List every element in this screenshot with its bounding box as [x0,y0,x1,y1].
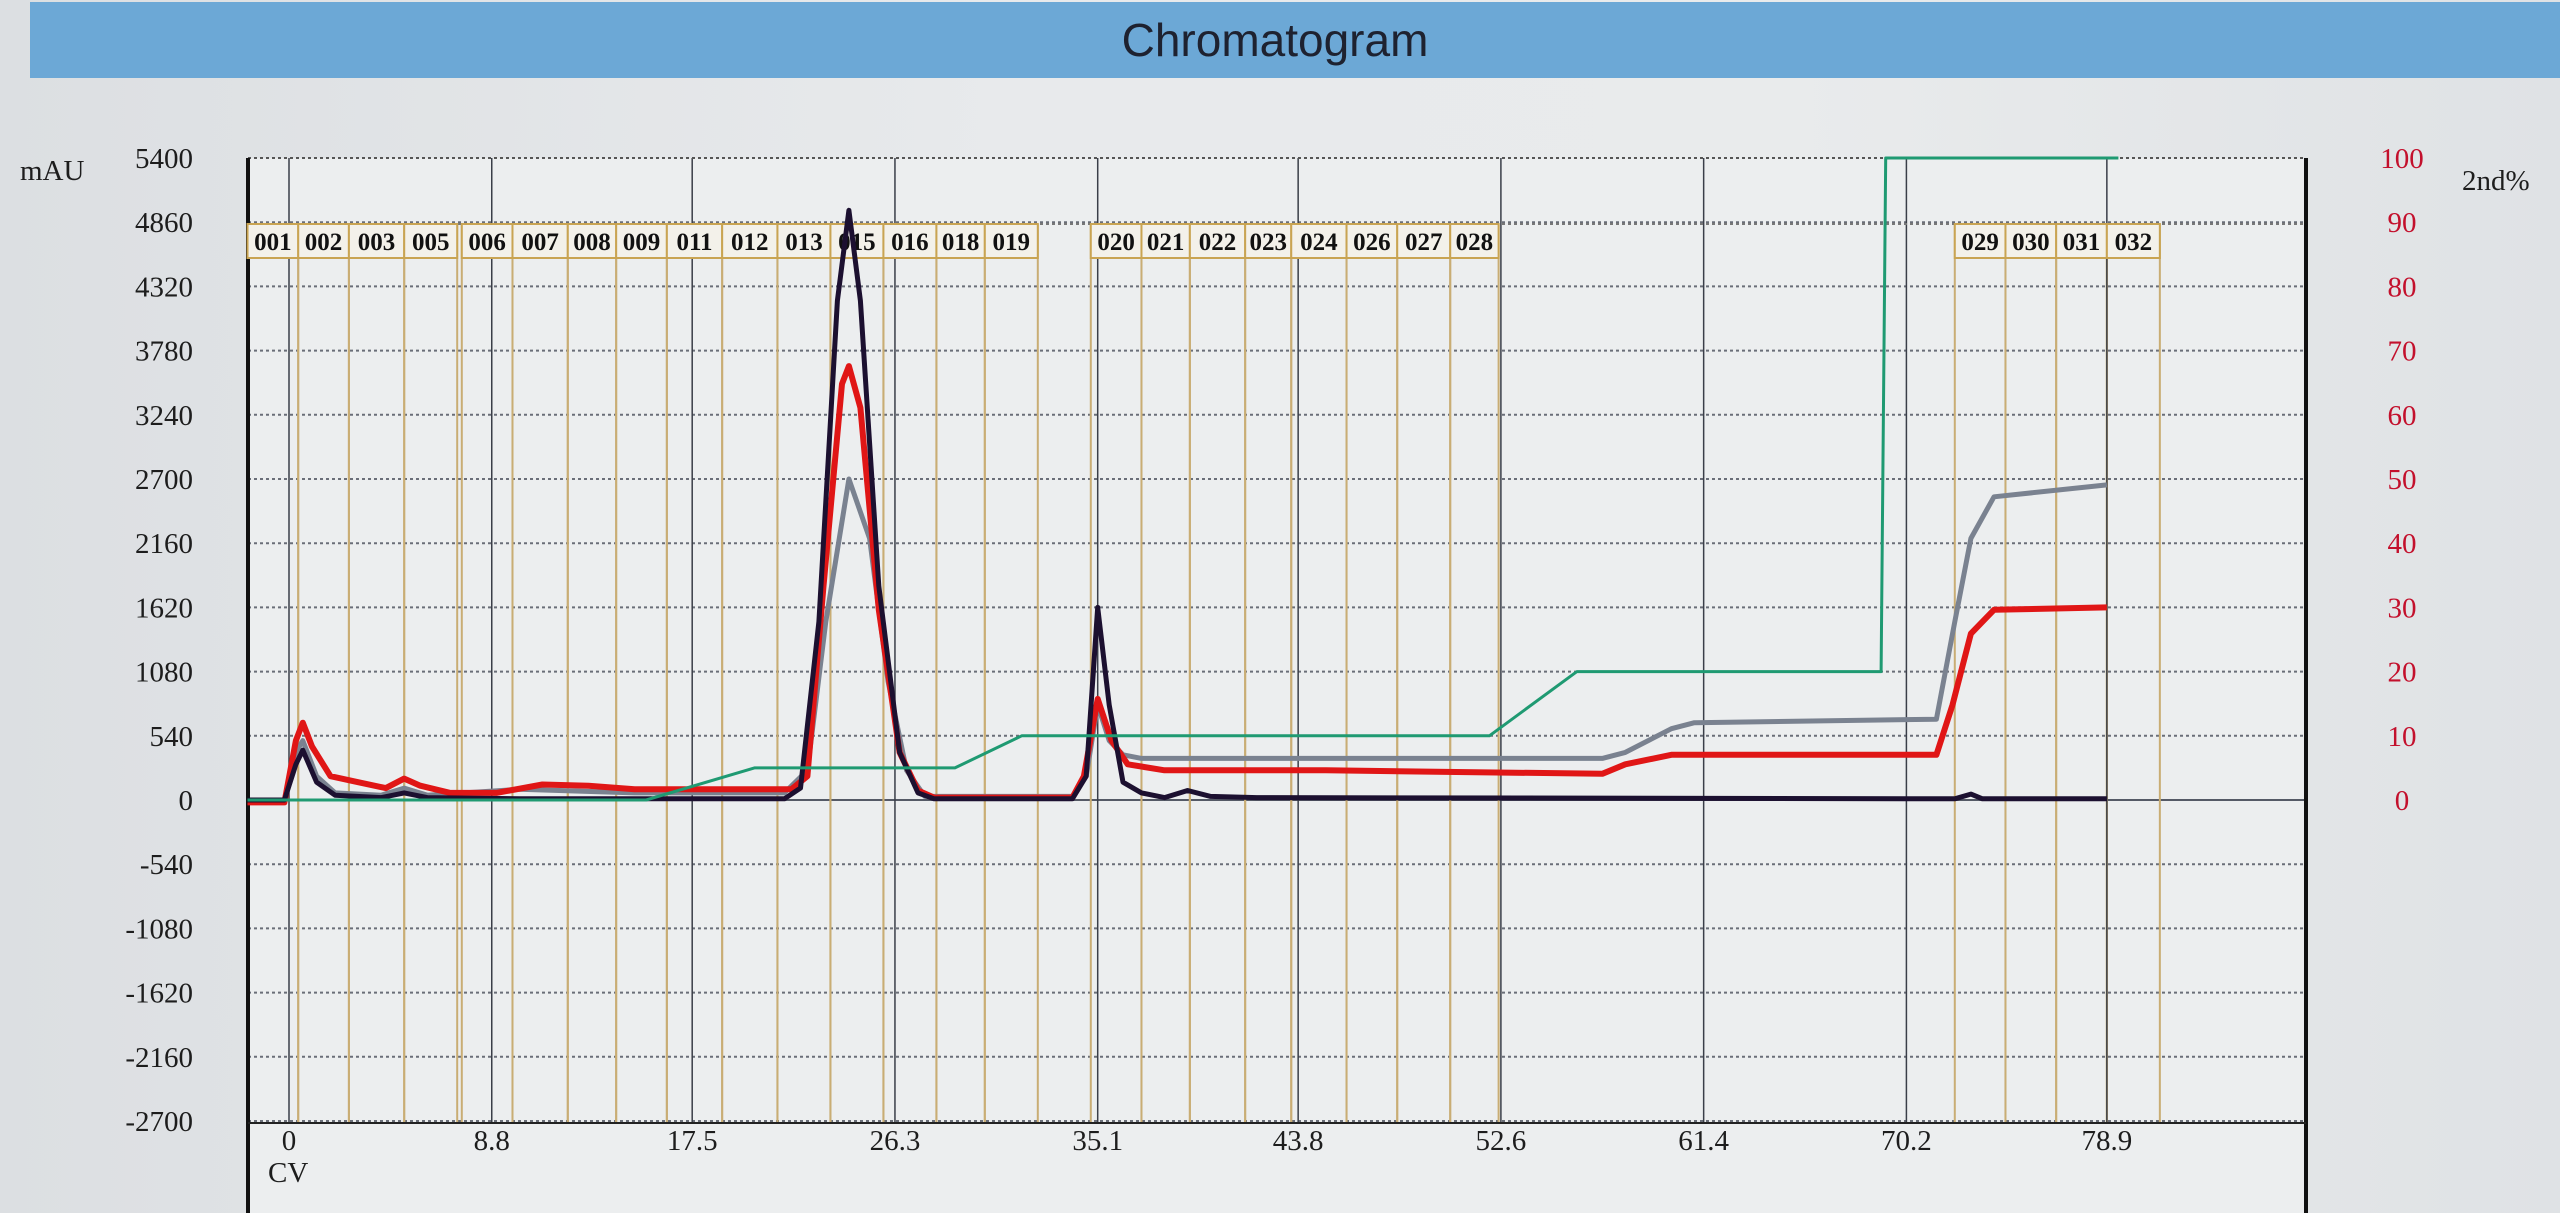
fraction-box [566,223,618,259]
fraction-label: 011 [676,229,712,256]
x-tick-label: 0 [282,1125,297,1157]
fraction-box [403,223,459,259]
y-tick-label: 0 [179,785,194,817]
y2-tick-label: 50 [2388,464,2417,496]
series-line-2 [247,207,2107,803]
y-tick-label: 3780 [135,336,193,368]
y2-tick-label: 30 [2388,592,2417,624]
x-tick-label: 52.6 [1476,1125,1527,1157]
x-tick-label: 26.3 [870,1125,921,1157]
y-axis-label: mAU [20,155,85,187]
fraction-box [1290,223,1348,259]
fraction-label: 002 [305,229,343,256]
fraction-box [721,223,779,259]
fraction-label: 023 [1249,229,1287,256]
y-tick-label: -2700 [125,1106,193,1138]
x-tick-label: 17.5 [667,1125,718,1157]
y-tick-label: 2160 [135,528,193,560]
series-line-1 [247,363,2107,806]
chart-title: Chromatogram [1121,14,1429,66]
y2-tick-label: 90 [2388,207,2417,239]
y-tick-label: -540 [140,849,193,881]
title-bar: Chromatogram [30,2,2560,78]
x-tick-label: 35.1 [1072,1125,1123,1157]
y-tick-label: 5400 [135,143,193,175]
y2-tick-label: 0 [2395,785,2410,817]
fraction-box [1345,223,1399,259]
fraction-box [882,223,938,259]
fraction-label: 006 [468,229,506,256]
y-tick-label: 3240 [135,400,193,432]
y2-tick-label: 80 [2388,271,2417,303]
x-tick-label: 78.9 [2081,1125,2132,1157]
x-tick-label: 43.8 [1273,1125,1324,1157]
series-line-3 [247,156,2119,802]
fraction-label: 032 [2115,229,2153,256]
fraction-label: 007 [521,229,559,256]
fraction-label: 019 [993,229,1031,256]
fraction-label: 022 [1199,229,1237,256]
y2-tick-label: 100 [2380,143,2424,175]
y-tick-label: -1620 [125,978,193,1010]
fraction-label: 020 [1097,229,1135,256]
fraction-label: 013 [785,229,823,256]
x-tick-label: 70.2 [1881,1125,1932,1157]
y2-tick-label: 70 [2388,336,2417,368]
x-tick-label: 61.4 [1678,1125,1729,1157]
fraction-label: 021 [1147,229,1185,256]
fraction-box [1953,223,2007,259]
fraction-box [1140,223,1191,259]
y-tick-label: -1080 [125,913,193,945]
fraction-box [935,223,986,259]
fraction-label: 026 [1353,229,1391,256]
fraction-label: 016 [891,229,929,256]
y-tick-label: 2700 [135,464,193,496]
y-tick-label: 540 [150,721,194,753]
fraction-box [1449,223,1500,259]
fraction-box [615,223,668,259]
fraction-box [665,223,724,259]
y-tick-label: 4320 [135,271,193,303]
fraction-label: 028 [1456,229,1494,256]
fraction-label: 018 [942,229,980,256]
fraction-label: 024 [1300,229,1338,256]
y-tick-label: -2160 [125,1042,193,1074]
fraction-label: 003 [358,229,396,256]
x-axis-label: CV [268,1157,308,1189]
fraction-label: 009 [623,229,661,256]
fraction-label: 030 [2012,229,2050,256]
fraction-box [829,223,885,259]
fraction-box [2105,223,2161,259]
y2-tick-label: 20 [2388,657,2417,689]
fraction-label: 027 [1405,229,1443,256]
fraction-box [460,223,514,259]
y2-tick-label: 60 [2388,400,2417,432]
x-tick-label: 8.8 [474,1125,510,1157]
fraction-label: 012 [731,229,769,256]
fraction-label: 005 [412,229,450,256]
fraction-label: 001 [254,229,292,256]
fraction-label: 008 [573,229,611,256]
y2-axis-label: 2nd% [2462,165,2530,197]
fraction-box [983,223,1039,259]
fraction-box [776,223,832,259]
fraction-label: 029 [1961,229,1999,256]
y-tick-label: 4860 [135,207,193,239]
plot-area [248,158,2306,1213]
y-tick-label: 1080 [135,657,193,689]
y2-tick-label: 10 [2388,721,2417,753]
fraction-box [2055,223,2108,259]
y-tick-label: 1620 [135,592,193,624]
fraction-label: 031 [2063,229,2101,256]
y2-tick-label: 40 [2388,528,2417,560]
